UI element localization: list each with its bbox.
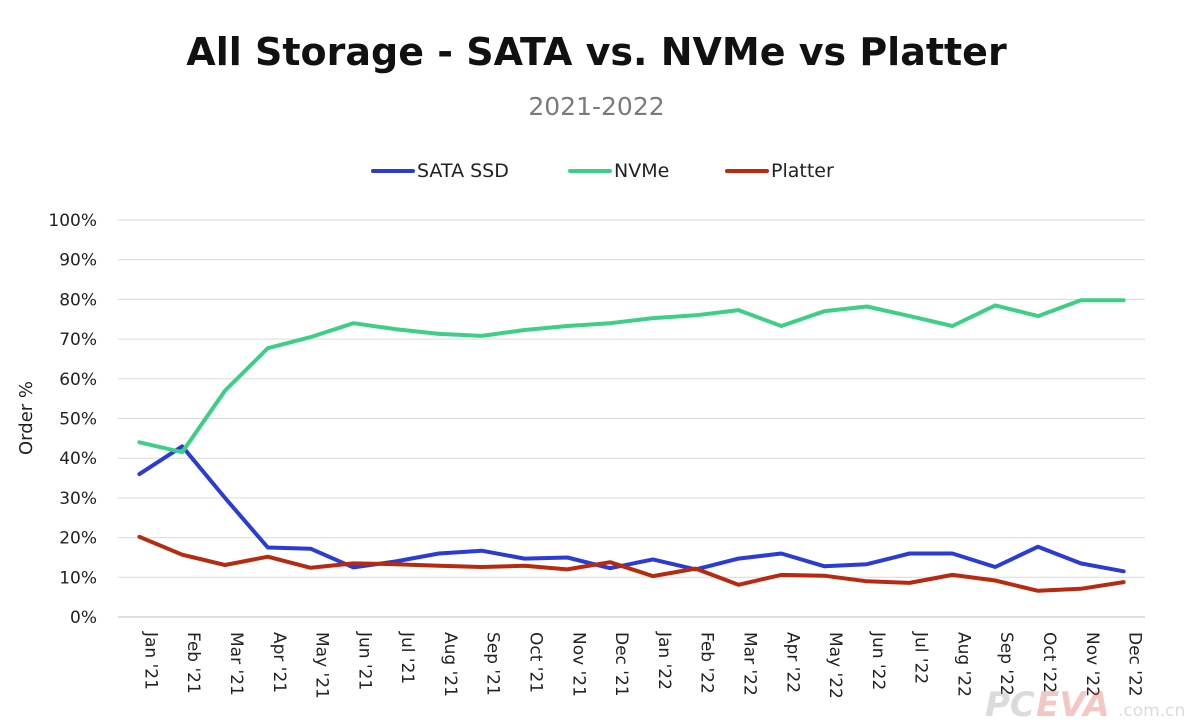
x-tick-label: Jun '22: [868, 631, 888, 690]
y-tick-label: 90%: [59, 251, 97, 271]
legend: SATA SSD NVMe Platter: [371, 160, 834, 182]
y-tick-label: 70%: [59, 330, 97, 350]
legend-label-nvme: NVMe: [614, 160, 669, 182]
x-tick-label: Sep '22: [996, 632, 1016, 696]
x-tick-label: Mar '21: [226, 632, 246, 696]
series-lines: [137, 298, 1126, 593]
svg-text:EVA: EVA: [1036, 685, 1110, 722]
x-tick-label: Jan '22: [654, 631, 674, 690]
x-tick-label: Sep '21: [483, 632, 503, 696]
x-axis-ticks: Jan '21 Feb '21 Mar '21 Apr '21 May '21 Jun '…: [140, 631, 1144, 699]
svg-text:PC: PC: [985, 685, 1035, 722]
x-tick-label: Jul '21: [397, 631, 417, 684]
y-tick-label: 60%: [59, 370, 97, 390]
x-tick-label: May '22: [825, 632, 845, 699]
y-tick-label: 10%: [59, 568, 97, 588]
series-line-nvme: [137, 298, 1126, 455]
chart-title: All Storage - SATA vs. NVMe vs Platter: [186, 30, 1007, 74]
y-tick-label: 100%: [48, 211, 97, 231]
legend-label-platter: Platter: [771, 160, 834, 182]
x-tick-label: Jan '21: [140, 631, 160, 690]
x-tick-label: Nov '22: [1082, 632, 1102, 697]
y-tick-label: 0%: [70, 608, 97, 628]
legend-label-sata-ssd: SATA SSD: [417, 160, 509, 182]
y-tick-label: 80%: [59, 290, 97, 310]
x-tick-label: Apr '21: [269, 632, 289, 693]
x-tick-label: Feb '22: [697, 632, 717, 694]
x-tick-label: Jul '22: [911, 631, 931, 684]
x-tick-label: Nov '21: [568, 632, 588, 697]
series-line-platter: [137, 534, 1126, 593]
gridlines: [118, 219, 1145, 618]
x-tick-label: Dec '21: [611, 632, 631, 697]
x-tick-label: Oct '22: [1039, 632, 1059, 693]
x-tick-label: Mar '22: [739, 632, 759, 696]
x-tick-label: May '21: [312, 632, 332, 699]
y-axis-ticks: 0% 10% 20% 30% 40% 50% 60% 70% 80% 90% 100%: [48, 211, 97, 628]
x-tick-label: Aug '22: [953, 632, 973, 697]
y-tick-label: 30%: [59, 489, 97, 509]
svg-text:.com.cn: .com.cn: [1118, 701, 1185, 721]
y-axis-label: Order %: [16, 381, 37, 455]
y-tick-label: 40%: [59, 449, 97, 469]
y-tick-label: 50%: [59, 410, 97, 430]
x-tick-label: Jun '21: [354, 631, 374, 690]
x-tick-label: Dec '22: [1125, 632, 1145, 697]
x-tick-label: Oct '21: [526, 632, 546, 693]
y-tick-label: 20%: [59, 529, 97, 549]
x-tick-label: Feb '21: [183, 632, 203, 694]
watermark-logo: PC EVA .com.cn: [985, 685, 1185, 722]
chart-subtitle: 2021-2022: [528, 92, 665, 121]
series-line-sata-ssd: [137, 444, 1126, 574]
x-tick-label: Apr '22: [782, 632, 802, 693]
x-tick-label: Aug '21: [440, 632, 460, 697]
